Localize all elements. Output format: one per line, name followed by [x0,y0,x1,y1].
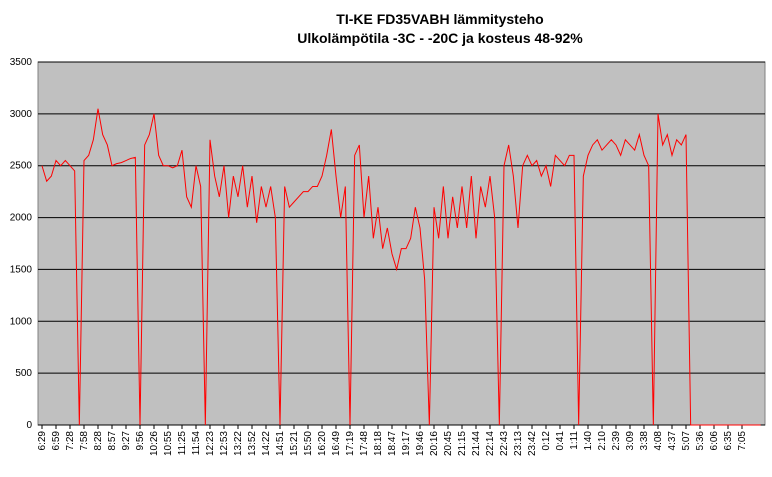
x-tick-label: 3:09 [625,431,636,451]
x-tick-label: 20:16 [429,431,440,456]
x-tick-label: 21:44 [471,431,482,456]
x-tick-label: 7:58 [79,431,90,451]
x-tick-label: 11:25 [177,431,188,456]
x-tick-label: 0:12 [541,431,552,451]
x-tick-label: 15:21 [289,431,300,456]
y-tick-label: 500 [15,368,32,379]
x-tick-label: 1:11 [569,431,580,450]
x-tick-label: 16:20 [317,431,328,456]
x-tick-label: 19:46 [415,431,426,456]
x-tick-label: 8:28 [93,431,104,451]
chart-subtitle: Ulkolämpötila -3C - -20C ja kosteus 48-9… [297,30,583,46]
x-tick-label: 18:47 [387,431,398,456]
x-tick-label: 23:42 [527,431,538,456]
x-tick-label: 11:54 [191,431,202,456]
x-tick-label: 23:13 [513,431,524,456]
x-tick-label: 0:41 [555,431,566,451]
x-tick-label: 2:39 [611,431,622,451]
x-tick-label: 5:36 [695,431,706,451]
x-tick-label: 13:52 [247,431,258,456]
x-tick-label: 15:50 [303,431,314,456]
x-tick-label: 6:29 [37,431,48,451]
x-tick-label: 10:55 [163,431,174,456]
x-tick-label: 3:38 [639,431,650,451]
y-tick-label: 3000 [10,109,33,120]
x-tick-label: 4:37 [667,431,678,451]
y-tick-label: 0 [26,420,32,431]
y-tick-label: 1000 [10,316,33,327]
y-tick-label: 3500 [10,57,33,68]
x-tick-label: 12:23 [205,431,216,456]
x-tick-label: 17:48 [359,431,370,456]
x-tick-label: 22:14 [485,431,496,456]
x-tick-label: 21:15 [457,431,468,456]
x-tick-label: 5:07 [681,431,692,451]
x-tick-label: 1:40 [583,431,594,451]
x-tick-label: 6:59 [51,431,62,451]
x-tick-label: 4:08 [653,431,664,451]
x-tick-label: 6:06 [709,431,720,451]
x-tick-label: 6:35 [723,431,734,451]
x-tick-label: 14:51 [275,431,286,456]
x-tick-label: 18:18 [373,431,384,456]
y-tick-label: 2000 [10,213,33,224]
y-tick-label: 1500 [10,264,33,275]
x-tick-label: 19:17 [401,431,412,456]
x-tick-label: 9:56 [135,431,146,451]
data-line [41,108,761,426]
x-tick-label: 2:10 [597,431,608,451]
x-tick-label: 9:27 [121,431,132,451]
x-tick-label: 13:22 [233,431,244,456]
x-tick-label: 7:05 [737,431,748,451]
x-tick-label: 7:28 [65,431,76,451]
plot-area [37,61,766,426]
x-tick-label: 14:22 [261,431,272,456]
x-tick-label: 20:45 [443,431,454,456]
x-tick-label: 22:43 [499,431,510,456]
x-tick-label: 10:26 [149,431,160,456]
y-tick-label: 2500 [10,161,33,172]
x-tick-label: 12:53 [219,431,230,456]
x-tick-label: 16:49 [331,431,342,456]
x-tick-label: 8:57 [107,431,118,451]
x-tick-label: 17:19 [345,431,356,456]
chart-title: TI-KE FD35VABH lämmitysteho [336,11,543,27]
